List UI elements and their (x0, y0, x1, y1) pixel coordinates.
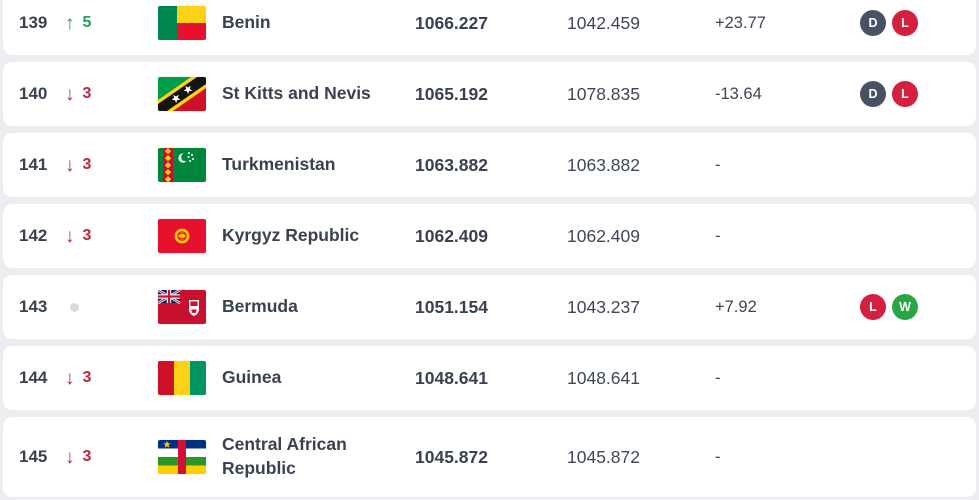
movement-indicator: ↓ 3 (65, 448, 158, 467)
rank-number: 143 (19, 297, 48, 316)
match-result-loss-badge[interactable]: L (860, 294, 886, 320)
points-change: +23.77 (715, 13, 766, 32)
rank-change-value: 3 (82, 156, 92, 173)
movement-indicator: ↑ 5 (65, 14, 158, 33)
team-flag-bermuda-icon (158, 290, 222, 324)
ranking-row[interactable]: 142 ↓ 3 Kyrgyz Republic 1062.409 1062.409… (3, 204, 976, 268)
rank-change-value: 3 (82, 85, 92, 102)
points-change: - (715, 226, 721, 245)
team-name[interactable]: Central African Republic (222, 434, 347, 478)
match-result-loss-badge[interactable]: L (892, 81, 918, 107)
rank-down-arrow-icon: ↓ (65, 83, 75, 105)
team-name[interactable]: St Kitts and Nevis (222, 83, 371, 104)
points-change: +7.92 (715, 297, 757, 316)
ranking-row[interactable]: 144 ↓ 3 Guinea 1048.641 1048.641 - (3, 346, 976, 410)
match-result-draw-badge[interactable]: D (860, 10, 886, 36)
movement-indicator: ↓ 3 (65, 156, 158, 175)
rank-up-arrow-icon: ↑ (65, 12, 75, 34)
rank-down-arrow-icon: ↓ (65, 154, 75, 176)
no-change-dot-icon (70, 302, 79, 312)
rank-number: 144 (19, 368, 48, 387)
total-points: 1051.154 (415, 296, 488, 317)
match-result-loss-badge[interactable]: L (892, 10, 918, 36)
team-flag-stkitts-icon (158, 77, 222, 111)
ranking-row[interactable]: 141 ↓ 3 Turkmenistan 1063.882 1063.882 - (3, 133, 976, 197)
team-flag-car-icon (158, 440, 222, 474)
team-name[interactable]: Benin (222, 12, 271, 33)
points-change: - (715, 368, 721, 387)
team-name[interactable]: Guinea (222, 367, 282, 388)
rank-change-value: 3 (82, 227, 92, 244)
ranking-row[interactable]: 145 ↓ 3 Central African Republic 1045.872… (3, 417, 976, 497)
previous-points: 1063.882 (567, 154, 640, 175)
previous-points: 1048.641 (567, 367, 640, 388)
rank-down-arrow-icon: ↓ (65, 225, 75, 247)
rank-change-value: 3 (82, 369, 92, 386)
total-points: 1066.227 (415, 12, 488, 33)
match-result-draw-badge[interactable]: D (860, 81, 886, 107)
previous-points: 1045.872 (567, 446, 640, 467)
rank-change-value: 5 (82, 14, 92, 31)
previous-points: 1062.409 (567, 225, 640, 246)
total-points: 1062.409 (415, 225, 488, 246)
match-result-win-badge[interactable]: W (892, 294, 918, 320)
movement-indicator (65, 302, 158, 312)
rank-number: 141 (19, 155, 48, 174)
points-change: - (715, 155, 721, 174)
rank-down-arrow-icon: ↓ (65, 446, 75, 468)
points-change: -13.64 (715, 84, 762, 103)
team-flag-benin-icon (158, 6, 222, 40)
movement-indicator: ↓ 3 (65, 369, 158, 388)
rank-number: 142 (19, 226, 48, 245)
rank-number: 139 (19, 13, 48, 32)
ranking-row[interactable]: 140 ↓ 3 St Kitts and Nevis 1065.192 1078.… (3, 62, 976, 126)
total-points: 1063.882 (415, 154, 488, 175)
team-flag-turkmenistan-icon (158, 148, 222, 182)
previous-points: 1043.237 (567, 296, 640, 317)
rank-change-value: 3 (82, 448, 92, 465)
rank-number: 145 (19, 447, 48, 466)
previous-points: 1042.459 (567, 12, 640, 33)
rank-number: 140 (19, 84, 48, 103)
team-flag-guinea-icon (158, 361, 222, 395)
total-points: 1045.872 (415, 446, 488, 467)
total-points: 1065.192 (415, 83, 488, 104)
team-name[interactable]: Turkmenistan (222, 154, 336, 175)
team-name[interactable]: Kyrgyz Republic (222, 225, 360, 246)
movement-indicator: ↓ 3 (65, 227, 158, 246)
total-points: 1048.641 (415, 367, 488, 388)
points-change: - (715, 447, 721, 466)
previous-points: 1078.835 (567, 83, 640, 104)
team-name[interactable]: Bermuda (222, 296, 298, 317)
movement-indicator: ↓ 3 (65, 85, 158, 104)
team-flag-kyrgyz-icon (158, 219, 222, 253)
rank-down-arrow-icon: ↓ (65, 367, 75, 389)
